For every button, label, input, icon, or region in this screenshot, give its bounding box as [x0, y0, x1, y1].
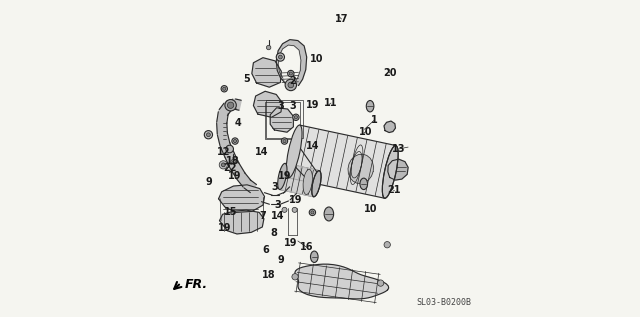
Polygon shape [270, 108, 293, 132]
Text: 19: 19 [289, 195, 303, 205]
Circle shape [266, 45, 271, 50]
Circle shape [292, 114, 299, 120]
Text: 14: 14 [271, 210, 285, 221]
Ellipse shape [312, 171, 321, 197]
Text: 17: 17 [335, 14, 348, 24]
Circle shape [227, 102, 234, 108]
Circle shape [378, 280, 384, 286]
Text: 13: 13 [392, 144, 405, 154]
Circle shape [287, 70, 294, 77]
Text: 3: 3 [290, 101, 296, 111]
Text: 19: 19 [306, 100, 319, 110]
Text: 3: 3 [275, 200, 282, 210]
Polygon shape [217, 99, 257, 193]
Circle shape [285, 79, 296, 91]
Circle shape [226, 145, 234, 153]
Ellipse shape [366, 100, 374, 112]
Circle shape [294, 116, 298, 119]
Text: 20: 20 [383, 68, 397, 78]
Polygon shape [276, 40, 307, 86]
Ellipse shape [286, 125, 302, 178]
Circle shape [234, 139, 237, 143]
Text: 12: 12 [216, 147, 230, 157]
Circle shape [288, 82, 294, 88]
Text: 8: 8 [271, 228, 278, 238]
Ellipse shape [310, 251, 318, 262]
Polygon shape [220, 210, 264, 234]
Circle shape [225, 100, 236, 111]
Text: 19: 19 [218, 223, 231, 233]
Circle shape [282, 207, 287, 212]
Text: 2: 2 [290, 76, 296, 86]
Circle shape [223, 87, 226, 90]
Circle shape [219, 161, 227, 169]
Text: 5: 5 [243, 74, 250, 84]
Text: 19: 19 [278, 171, 291, 181]
Text: 10: 10 [359, 126, 372, 137]
Text: SL03-B0200B: SL03-B0200B [417, 298, 472, 307]
Polygon shape [252, 58, 282, 87]
Ellipse shape [360, 178, 367, 190]
Ellipse shape [324, 207, 333, 221]
Circle shape [384, 242, 390, 248]
Text: 10: 10 [364, 204, 378, 214]
Circle shape [232, 138, 238, 144]
Text: 11: 11 [324, 98, 338, 108]
Polygon shape [280, 163, 319, 197]
Circle shape [204, 131, 212, 139]
Circle shape [289, 72, 292, 75]
Ellipse shape [303, 169, 312, 195]
Polygon shape [384, 121, 396, 133]
Circle shape [278, 55, 282, 59]
Circle shape [221, 86, 227, 92]
Text: 16: 16 [300, 242, 314, 252]
Text: 14: 14 [306, 141, 319, 151]
Bar [266, 100, 303, 138]
Text: 14: 14 [255, 146, 268, 157]
Bar [265, 102, 300, 139]
Text: 7: 7 [259, 210, 266, 221]
Text: 3: 3 [271, 182, 278, 192]
Text: 19: 19 [284, 238, 298, 249]
Text: 9: 9 [277, 255, 284, 265]
Text: 4: 4 [234, 118, 241, 128]
Circle shape [283, 139, 286, 143]
Circle shape [292, 207, 297, 212]
Text: 18: 18 [262, 270, 275, 280]
Polygon shape [289, 125, 396, 198]
Text: FR.: FR. [184, 278, 207, 291]
Text: 10: 10 [310, 54, 323, 64]
Text: 18: 18 [227, 156, 240, 166]
Text: 1: 1 [371, 115, 377, 126]
Polygon shape [388, 159, 408, 180]
Circle shape [292, 274, 298, 280]
Circle shape [207, 133, 211, 137]
Ellipse shape [382, 146, 398, 198]
Polygon shape [295, 264, 388, 299]
Circle shape [276, 53, 285, 61]
Polygon shape [348, 154, 374, 184]
Polygon shape [219, 185, 264, 212]
Polygon shape [253, 91, 282, 117]
Ellipse shape [278, 163, 287, 190]
Circle shape [282, 138, 287, 144]
Text: 22: 22 [223, 163, 236, 173]
Text: 21: 21 [388, 185, 401, 195]
Circle shape [311, 211, 314, 214]
Circle shape [231, 159, 236, 164]
Circle shape [221, 163, 225, 167]
Text: 3: 3 [277, 101, 284, 111]
Circle shape [309, 209, 316, 216]
Text: 9: 9 [205, 177, 212, 187]
Text: 19: 19 [228, 171, 242, 181]
Text: 15: 15 [224, 207, 237, 217]
Text: 6: 6 [263, 245, 269, 256]
